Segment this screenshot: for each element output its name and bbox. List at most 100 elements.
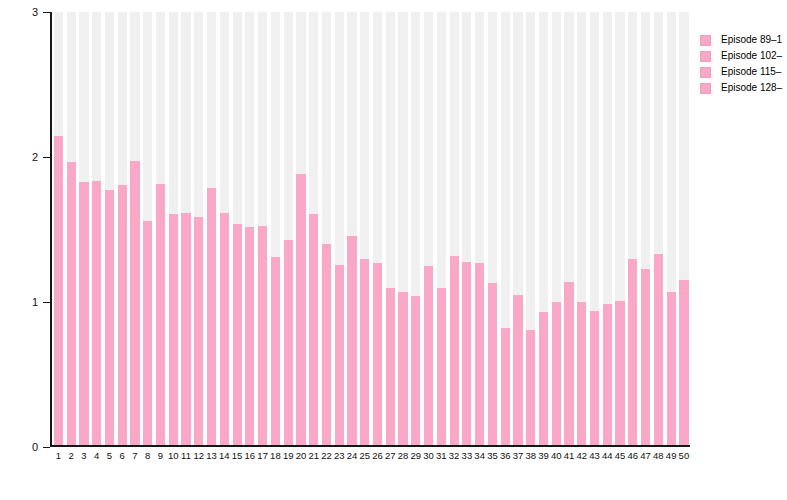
x-tick-label: 12 <box>192 451 205 461</box>
bar-slot <box>282 12 295 445</box>
x-tick-label: 18 <box>269 451 282 461</box>
x-tick-label: 4 <box>90 451 103 461</box>
x-tick-label: 2 <box>65 451 78 461</box>
value-bar <box>271 257 280 445</box>
value-bar <box>590 311 599 445</box>
legend-label: Episode 89–1 <box>721 34 782 46</box>
x-tick-label: 6 <box>116 451 129 461</box>
x-tick-label: 8 <box>141 451 154 461</box>
bar-slot <box>90 12 103 445</box>
bar-slot <box>116 12 129 445</box>
value-bar <box>54 136 63 445</box>
x-tick-label: 3 <box>78 451 91 461</box>
x-tick-label: 33 <box>461 451 474 461</box>
value-bar <box>437 288 446 445</box>
value-bar <box>335 265 344 445</box>
bar-slot <box>346 12 359 445</box>
bar-slot <box>665 12 678 445</box>
value-bar <box>386 288 395 445</box>
value-bar <box>475 263 484 445</box>
value-bar <box>615 301 624 445</box>
value-bar <box>513 295 522 445</box>
x-tick-label: 14 <box>218 451 231 461</box>
bar-slot <box>461 12 474 445</box>
value-bar <box>181 213 190 445</box>
legend-label: Episode 115– <box>721 66 781 78</box>
bar-slot <box>243 12 256 445</box>
y-tick-mark <box>43 447 50 448</box>
x-tick-label: 29 <box>409 451 422 461</box>
bar-slot <box>499 12 512 445</box>
value-bar <box>577 302 586 445</box>
value-bar <box>411 296 420 445</box>
bar-slot <box>256 12 269 445</box>
bar-slot <box>384 12 397 445</box>
value-bar <box>373 263 382 445</box>
value-bar <box>143 221 152 445</box>
x-tick-label: 44 <box>601 451 614 461</box>
bar-slot <box>524 12 537 445</box>
bar-slot <box>639 12 652 445</box>
value-bar <box>284 240 293 445</box>
y-tick-mark <box>43 157 50 158</box>
legend-swatch <box>700 83 711 94</box>
legend-label: Episode 102– <box>721 50 782 62</box>
x-tick-label: 35 <box>486 451 499 461</box>
value-bar <box>667 292 676 445</box>
bar-slot <box>78 12 91 445</box>
bar-slot <box>409 12 422 445</box>
value-bar <box>539 312 548 445</box>
value-bar <box>322 244 331 445</box>
bar-slot <box>231 12 244 445</box>
x-tick-label: 40 <box>550 451 563 461</box>
bar-slot <box>486 12 499 445</box>
x-tick-label: 31 <box>435 451 448 461</box>
legend-item: Episode 128– <box>700 80 782 96</box>
value-bar <box>258 226 267 445</box>
legend-swatch <box>700 51 711 62</box>
bar-slot <box>167 12 180 445</box>
bar-slot <box>448 12 461 445</box>
bar-slot <box>65 12 78 445</box>
bar-slot <box>192 12 205 445</box>
value-bar <box>462 262 471 445</box>
x-tick-label: 36 <box>499 451 512 461</box>
bar-slot <box>358 12 371 445</box>
legend-item: Episode 89–1 <box>700 32 782 48</box>
bar-slot <box>575 12 588 445</box>
y-tick-mark <box>43 12 50 13</box>
bar-slot <box>205 12 218 445</box>
value-bar <box>603 304 612 445</box>
value-bar <box>398 292 407 445</box>
bar-slot <box>473 12 486 445</box>
plot-area <box>50 12 690 447</box>
value-bar <box>156 184 165 445</box>
value-bar <box>526 330 535 445</box>
legend: Episode 89–1 Episode 102– Episode 115– Epis… <box>700 32 782 96</box>
y-tick-label: 0 <box>0 441 38 454</box>
bar-slot <box>218 12 231 445</box>
x-tick-label: 20 <box>295 451 308 461</box>
x-tick-label: 17 <box>256 451 269 461</box>
bar-slot <box>52 12 65 445</box>
bar-slot <box>626 12 639 445</box>
legend-swatch <box>700 67 711 78</box>
value-bar <box>552 302 561 445</box>
x-tick-label: 24 <box>346 451 359 461</box>
value-bar <box>220 213 229 445</box>
value-bar <box>130 161 139 445</box>
legend-item: Episode 102– <box>700 48 782 64</box>
x-tick-label: 39 <box>537 451 550 461</box>
y-tick-label: 2 <box>0 151 38 164</box>
x-tick-label: 7 <box>129 451 142 461</box>
value-bar <box>679 280 688 445</box>
x-tick-label: 45 <box>614 451 627 461</box>
value-bar <box>450 256 459 445</box>
x-tick-label: 30 <box>422 451 435 461</box>
x-tick-label: 46 <box>626 451 639 461</box>
value-bar <box>501 328 510 445</box>
x-tick-label: 9 <box>154 451 167 461</box>
bar-slot <box>371 12 384 445</box>
x-tick-label: 22 <box>320 451 333 461</box>
x-tick-label: 32 <box>448 451 461 461</box>
